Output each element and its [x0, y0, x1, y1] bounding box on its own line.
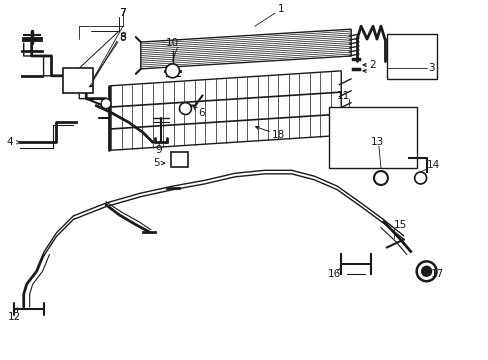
Text: 14: 14 [426, 160, 439, 170]
Text: 1: 1 [277, 4, 284, 14]
Text: 11: 11 [337, 91, 350, 101]
Bar [328, 107, 416, 168]
Text: 15: 15 [393, 220, 406, 230]
Text: 12: 12 [8, 312, 21, 322]
Circle shape [165, 64, 179, 78]
Text: 9: 9 [155, 145, 162, 155]
Circle shape [373, 171, 387, 185]
Bar [170, 152, 188, 167]
Polygon shape [111, 71, 341, 150]
Text: 16: 16 [326, 269, 340, 279]
Text: 17: 17 [429, 269, 443, 279]
Text: 3: 3 [427, 63, 434, 73]
Circle shape [179, 103, 191, 114]
Text: 8: 8 [119, 32, 126, 42]
Circle shape [414, 172, 426, 184]
Text: 2: 2 [368, 60, 375, 70]
Circle shape [421, 266, 431, 276]
Text: 8: 8 [119, 33, 125, 43]
Text: 7: 7 [119, 8, 126, 18]
Text: 10: 10 [165, 38, 179, 48]
Text: 4: 4 [7, 137, 14, 147]
Text: 13: 13 [370, 137, 384, 147]
Bar [386, 34, 436, 79]
Circle shape [101, 99, 111, 109]
Circle shape [416, 261, 436, 281]
FancyBboxPatch shape [63, 68, 93, 93]
Text: 18: 18 [271, 130, 285, 140]
Text: 6: 6 [198, 108, 204, 117]
Text: 7: 7 [119, 8, 125, 18]
Text: 5: 5 [152, 158, 159, 168]
Polygon shape [141, 29, 350, 69]
